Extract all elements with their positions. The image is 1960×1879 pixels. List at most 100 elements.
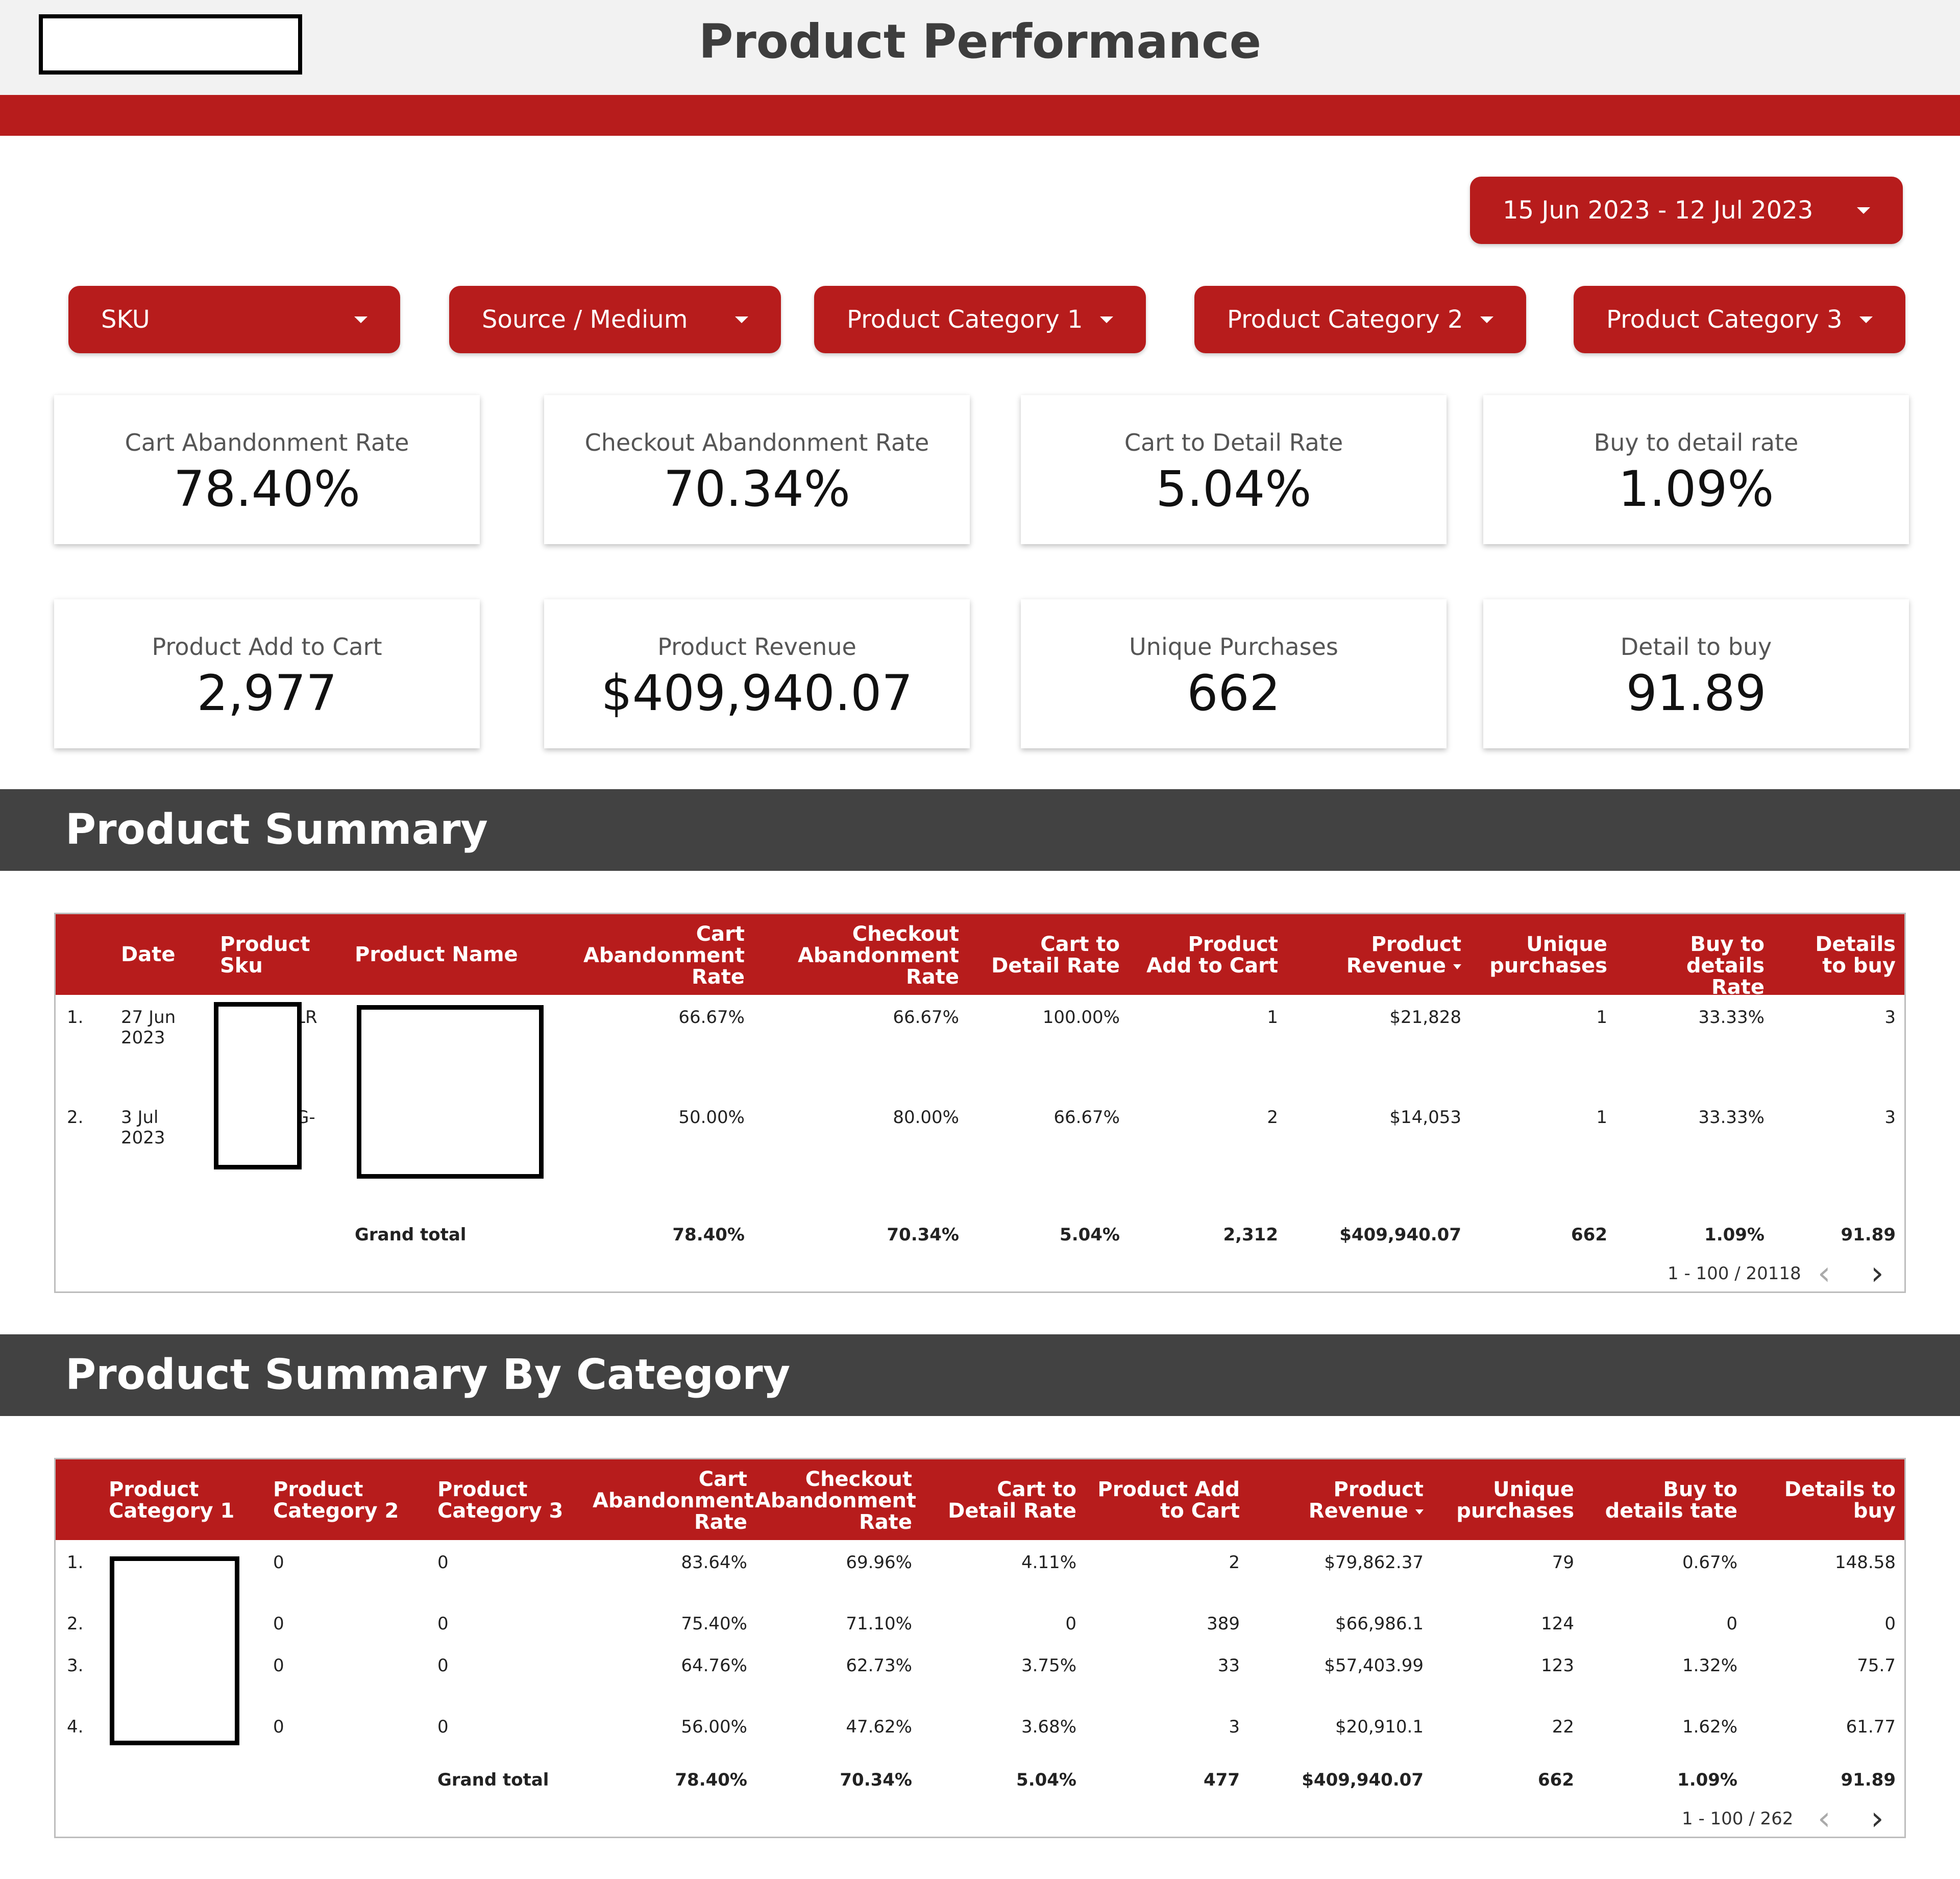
scorecard-product-revenue: Product Revenue $409,940.07 bbox=[544, 599, 970, 748]
cell-date: 3 Jul 2023 bbox=[121, 1107, 165, 1148]
cell-buy-to-details: 0 bbox=[1726, 1614, 1737, 1634]
chevron-left-icon[interactable]: ‹ bbox=[1818, 1255, 1831, 1292]
filter-product-category-1[interactable]: Product Category 1 bbox=[814, 286, 1146, 353]
redacted-sku-block bbox=[214, 1002, 302, 1169]
row-index: 1. bbox=[67, 1552, 84, 1573]
col-product-category-2[interactable]: Product Category 2 bbox=[273, 1478, 399, 1523]
total-buy-to-details: 1.09% bbox=[1677, 1770, 1737, 1790]
col-cart-to-detail[interactable]: Cart to Detail Rate bbox=[948, 1478, 1076, 1523]
section-header-product-summary-by-category: Product Summary By Category bbox=[0, 1334, 1960, 1416]
col-product-revenue[interactable]: Product Revenue bbox=[1306, 934, 1461, 977]
filter-product-category-2[interactable]: Product Category 2 bbox=[1194, 286, 1526, 353]
cell-buy-to-details: 1.32% bbox=[1682, 1655, 1737, 1676]
filter-product-category-3[interactable]: Product Category 3 bbox=[1574, 286, 1905, 353]
col-product-revenue[interactable]: Product Revenue bbox=[1260, 1479, 1424, 1522]
date-range-picker[interactable]: 15 Jun 2023 - 12 Jul 2023 bbox=[1470, 177, 1903, 244]
cell-cart-abandonment: 75.40% bbox=[681, 1614, 747, 1634]
total-revenue: $409,940.07 bbox=[1302, 1770, 1424, 1790]
filter-source-medium[interactable]: Source / Medium bbox=[449, 286, 781, 353]
scorecard-value: 1.09% bbox=[1618, 460, 1774, 518]
redacted-logo bbox=[39, 14, 302, 75]
sort-desc-icon bbox=[1453, 964, 1461, 969]
cell-checkout-abandonment: 66.67% bbox=[893, 1007, 959, 1028]
scorecard-checkout-abandonment: Checkout Abandonment Rate 70.34% bbox=[544, 395, 970, 544]
row-index: 3. bbox=[67, 1655, 84, 1676]
cell-checkout-abandonment: 69.96% bbox=[846, 1552, 912, 1573]
col-buy-to-details[interactable]: Buy to details Rate bbox=[1686, 933, 1765, 999]
total-add-to-cart: 477 bbox=[1204, 1770, 1240, 1790]
pagination-range: 1 - 100 / 262 bbox=[1682, 1809, 1794, 1829]
col-add-to-cart[interactable]: Product Add to Cart bbox=[1097, 1478, 1240, 1523]
cell-add-to-cart: 2 bbox=[1267, 1107, 1278, 1128]
cell-cart-abandonment: 83.64% bbox=[681, 1552, 747, 1573]
cell-unique: 22 bbox=[1552, 1717, 1574, 1737]
cell-add-to-cart: 389 bbox=[1207, 1614, 1240, 1634]
col-cart-abandonment[interactable]: Cart Abandonment Rate bbox=[583, 922, 745, 989]
redacted-name-block bbox=[357, 1005, 544, 1179]
col-unique-purchases[interactable]: Unique purchases bbox=[1489, 933, 1607, 978]
page-title: Product Performance bbox=[698, 14, 1262, 69]
row-index: 4. bbox=[67, 1717, 84, 1737]
col-buy-to-details[interactable]: Buy to details tate bbox=[1605, 1478, 1737, 1523]
accent-bar bbox=[0, 95, 1960, 136]
col-checkout-abandonment[interactable]: Checkout Abandonment Rate bbox=[797, 922, 959, 989]
section-header-product-summary: Product Summary bbox=[0, 789, 1960, 871]
scorecard-value: 70.34% bbox=[663, 460, 851, 518]
col-product-revenue-label: Product Revenue bbox=[1308, 1478, 1424, 1523]
cell-details-to-buy: 61.77 bbox=[1846, 1717, 1896, 1737]
cell-category-2: 0 bbox=[273, 1717, 284, 1737]
cell-revenue: $79,862.37 bbox=[1324, 1552, 1424, 1573]
total-revenue: $409,940.07 bbox=[1339, 1225, 1461, 1245]
cell-checkout-abandonment: 71.10% bbox=[846, 1614, 912, 1634]
chevron-right-icon[interactable]: › bbox=[1871, 1255, 1884, 1292]
total-details-to-buy: 91.89 bbox=[1841, 1770, 1896, 1790]
cell-unique: 123 bbox=[1541, 1655, 1574, 1676]
col-product-sku[interactable]: Product Sku bbox=[220, 933, 310, 978]
total-unique: 662 bbox=[1538, 1770, 1574, 1790]
col-details-to-buy[interactable]: Details to buy bbox=[1784, 1478, 1896, 1523]
col-cart-abandonment[interactable]: Cart Abandonment Rate bbox=[593, 1468, 754, 1534]
cell-revenue: $21,828 bbox=[1389, 1007, 1461, 1028]
cell-buy-to-details: 33.33% bbox=[1698, 1007, 1765, 1028]
col-checkout-abandonment[interactable]: Checkout Abandonment Rate bbox=[755, 1468, 917, 1534]
caret-down-icon bbox=[1859, 316, 1873, 323]
cell-buy-to-details: 33.33% bbox=[1698, 1107, 1765, 1128]
total-cart-to-detail: 5.04% bbox=[1016, 1770, 1076, 1790]
col-date[interactable]: Date bbox=[121, 943, 176, 966]
total-buy-to-details: 1.09% bbox=[1704, 1225, 1765, 1245]
col-add-to-cart[interactable]: Product Add to Cart bbox=[1146, 933, 1278, 978]
total-unique: 662 bbox=[1571, 1225, 1607, 1245]
chevron-right-icon[interactable]: › bbox=[1871, 1800, 1884, 1838]
filter-label: Source / Medium bbox=[482, 305, 688, 334]
scorecard-value: $409,940.07 bbox=[601, 665, 913, 722]
cell-cart-to-detail: 3.68% bbox=[1021, 1717, 1076, 1737]
total-cart-to-detail: 5.04% bbox=[1060, 1225, 1120, 1245]
cell-add-to-cart: 2 bbox=[1229, 1552, 1240, 1573]
scorecard-value: 91.89 bbox=[1626, 665, 1767, 722]
col-details-to-buy[interactable]: Details to buy bbox=[1815, 933, 1896, 978]
filter-sku[interactable]: SKU bbox=[68, 286, 400, 353]
filter-label: Product Category 2 bbox=[1227, 305, 1463, 334]
col-product-category-1[interactable]: Product Category 1 bbox=[109, 1478, 235, 1523]
cell-revenue: $57,403.99 bbox=[1324, 1655, 1424, 1676]
cell-unique: 79 bbox=[1552, 1552, 1574, 1573]
total-details-to-buy: 91.89 bbox=[1841, 1225, 1896, 1245]
col-product-category-3[interactable]: Product Category 3 bbox=[437, 1478, 564, 1523]
cell-buy-to-details: 1.62% bbox=[1682, 1717, 1737, 1737]
cell-cart-to-detail: 66.67% bbox=[1054, 1107, 1120, 1128]
col-product-name[interactable]: Product Name bbox=[355, 943, 518, 966]
cell-category-3: 0 bbox=[437, 1552, 449, 1573]
cell-category-2: 0 bbox=[273, 1614, 284, 1634]
total-add-to-cart: 2,312 bbox=[1223, 1225, 1278, 1245]
cell-cart-to-detail: 3.75% bbox=[1021, 1655, 1076, 1676]
cell-add-to-cart: 1 bbox=[1267, 1007, 1278, 1028]
col-cart-to-detail[interactable]: Cart to Detail Rate bbox=[991, 933, 1120, 978]
chevron-left-icon[interactable]: ‹ bbox=[1818, 1800, 1831, 1838]
scorecard-label: Checkout Abandonment Rate bbox=[584, 429, 929, 456]
caret-down-icon bbox=[1857, 207, 1870, 214]
scorecard-value: 5.04% bbox=[1156, 460, 1312, 518]
col-unique-purchases[interactable]: Unique purchases bbox=[1456, 1478, 1574, 1523]
grand-total-label: Grand total bbox=[355, 1225, 467, 1245]
filter-label: Product Category 1 bbox=[847, 305, 1083, 334]
scorecard-label: Unique Purchases bbox=[1129, 633, 1338, 661]
